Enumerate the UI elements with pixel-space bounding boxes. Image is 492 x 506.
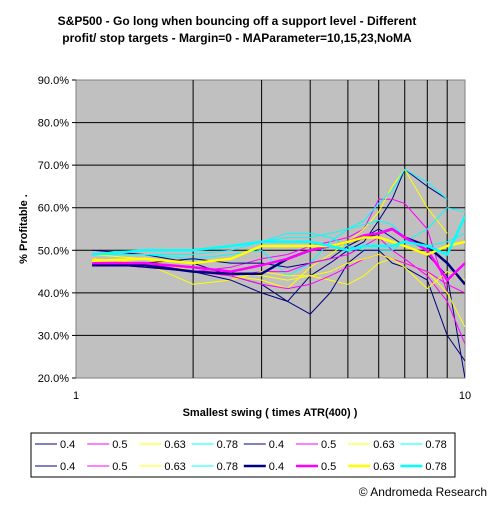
legend-label: 0.63 <box>373 439 394 451</box>
legend-label: 0.5 <box>321 439 336 451</box>
legend-label: 0.63 <box>373 461 394 473</box>
y-tick-label: 20.0% <box>38 373 69 385</box>
y-tick-label: 80.0% <box>38 118 69 130</box>
legend-label: 0.5 <box>112 461 127 473</box>
legend-label: 0.4 <box>269 461 284 473</box>
y-tick-label: 70.0% <box>38 160 69 172</box>
y-axis-label: % Profitable . <box>18 194 30 264</box>
series-group <box>92 168 465 378</box>
legend-label: 0.63 <box>164 461 185 473</box>
copyright-text: © Andromeda Research <box>359 485 487 499</box>
legend-label: 0.4 <box>269 439 284 451</box>
y-tick-label: 60.0% <box>38 203 69 215</box>
legend-label: 0.78 <box>217 439 238 451</box>
y-tick-label: 40.0% <box>38 288 69 300</box>
series-line-16 <box>92 215 465 256</box>
x-tick-label: 10 <box>459 390 471 402</box>
legend-label: 0.78 <box>425 461 446 473</box>
legend-label: 0.78 <box>425 439 446 451</box>
chart-title-line-2: profit/ stop targets - Margin=0 - MAPara… <box>62 31 412 45</box>
series-line-15 <box>92 236 465 265</box>
legend-label: 0.4 <box>60 439 75 451</box>
legend-label: 0.5 <box>321 461 336 473</box>
y-tick-labels: 20.0% 30.0% 40.0% 50.0% 60.0% 70.0% 80.0% 90.0% <box>38 75 69 385</box>
legend-entries: 0.4 0.5 0.63 0.78 0.4 0.5 0.63 0.78 0.4 0.5 0.63 0.… <box>35 439 447 473</box>
series-line-9 <box>92 249 465 362</box>
series-line-8 <box>92 207 465 255</box>
plot-area <box>75 79 466 379</box>
chart-title-line-1: S&P500 - Go long when bouncing off a sup… <box>58 14 417 28</box>
legend <box>30 432 456 478</box>
legend-label: 0.4 <box>60 461 75 473</box>
y-tick-label: 50.0% <box>38 245 69 257</box>
x-axis-label: Smallest swing ( times ATR(400) ) <box>183 407 358 419</box>
legend-label: 0.78 <box>217 461 238 473</box>
x-tick-label: 1 <box>73 390 79 402</box>
x-tick-labels: 1 10 <box>73 390 471 402</box>
y-tick-label: 90.0% <box>38 75 69 87</box>
legend-label: 0.5 <box>112 439 127 451</box>
series-line-4 <box>92 168 448 277</box>
y-tick-label: 30.0% <box>38 330 69 342</box>
legend-label: 0.63 <box>164 439 185 451</box>
series-line-1 <box>92 168 448 302</box>
